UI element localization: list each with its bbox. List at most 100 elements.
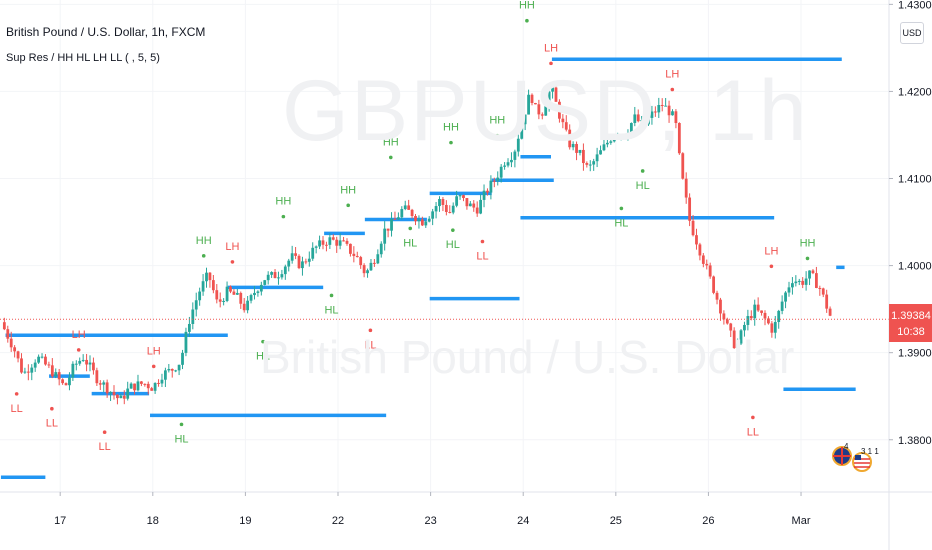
candle-body — [229, 286, 232, 292]
candle-body — [102, 382, 106, 385]
candle-body — [396, 217, 400, 220]
candle-body — [407, 205, 411, 210]
chart-title[interactable]: British Pound / U.S. Dollar, 1h, FXCM — [6, 25, 206, 39]
candle-body — [767, 318, 770, 324]
candle-body — [266, 274, 270, 281]
candle-body — [715, 292, 719, 300]
candle-body — [256, 291, 260, 293]
candle-body — [390, 218, 393, 231]
candle-body — [249, 295, 253, 301]
candle-body — [791, 283, 794, 288]
candle-body — [821, 288, 825, 295]
candle-body — [92, 362, 95, 371]
candle-body — [283, 266, 287, 275]
candle-body — [623, 134, 626, 139]
pivot-label: LH — [72, 329, 86, 341]
price-tag: 1.39384 10:38 — [889, 304, 932, 342]
pivot-label: LH — [665, 69, 679, 81]
price-axis[interactable]: 1.43000 1.42000 1.41000 1.40000 1.39000 1.380… — [889, 0, 932, 447]
candle-body — [383, 228, 387, 244]
candle-body — [321, 240, 325, 245]
pivot-label: LH — [147, 345, 161, 357]
candle-body — [2, 322, 6, 330]
pivot-label: LL — [364, 339, 376, 351]
candle-body — [270, 272, 274, 275]
pivot-marker — [230, 260, 235, 264]
candle-body — [194, 300, 198, 310]
candle-body — [482, 190, 486, 200]
pivot-marker — [451, 228, 455, 232]
candle-body — [804, 278, 808, 285]
candle-body — [311, 247, 315, 259]
candle-body — [307, 258, 311, 262]
pivot-label: HH — [196, 235, 212, 247]
candle-body — [420, 219, 424, 226]
candle-body — [667, 105, 671, 116]
candle-body — [242, 303, 246, 311]
candle-body — [612, 135, 616, 142]
pivot-label: HH — [489, 115, 505, 127]
y-tick-label: 1.43000 — [898, 0, 932, 11]
candle-body — [54, 372, 58, 377]
candle-body — [534, 102, 537, 105]
indicator-label[interactable]: Sup Res / HH HL LH LL ( , 5, 5) — [6, 52, 160, 64]
candle-body — [393, 218, 397, 220]
x-tick-label: 23 — [424, 515, 436, 527]
candle-body — [359, 257, 363, 266]
candle-body — [472, 203, 476, 208]
candle-body — [177, 364, 181, 371]
candle-body — [246, 300, 250, 311]
pivot-marker — [449, 140, 453, 145]
candle-body — [794, 281, 798, 284]
candle-body — [287, 260, 291, 267]
candle-body — [109, 391, 112, 394]
candle-body — [712, 276, 716, 293]
candle-body — [719, 299, 722, 314]
candle-body — [304, 261, 308, 263]
time-axis[interactable]: 17 18 19 22 23 24 25 26 Mar — [54, 492, 811, 527]
event-badges[interactable]: 4 3 1 1 — [832, 442, 879, 472]
pivot-label: HH — [443, 122, 459, 134]
candle-body — [582, 149, 585, 164]
candle-body — [116, 395, 119, 399]
candle-body — [451, 205, 455, 213]
candle-body — [150, 388, 154, 391]
candle-body — [684, 178, 688, 198]
candle-body — [653, 111, 657, 113]
candle-body — [6, 329, 10, 339]
pivot-label: LL — [747, 426, 759, 438]
candle-body — [797, 280, 801, 282]
candle-body — [643, 120, 647, 125]
candle-body — [136, 381, 140, 391]
candle-body — [657, 104, 661, 113]
candle-body — [50, 365, 54, 377]
candle-body — [520, 124, 524, 139]
x-tick-label: Mar — [792, 515, 811, 527]
pivot-marker — [805, 256, 810, 261]
x-tick-label: 24 — [517, 515, 529, 527]
candle-body — [708, 265, 712, 277]
candle-body — [362, 265, 366, 274]
candle-body — [342, 240, 345, 242]
candle-body — [263, 280, 267, 285]
candle-body — [369, 262, 373, 271]
pivot-marker — [50, 406, 54, 411]
candle-body — [153, 382, 157, 391]
pivot-label: HL — [324, 304, 338, 316]
candle-body — [338, 240, 342, 246]
pivot-marker — [368, 328, 373, 333]
candle-body — [499, 166, 503, 178]
candle-body — [640, 120, 644, 122]
candle-body — [122, 395, 126, 399]
candle-body — [253, 292, 256, 296]
currency-button[interactable]: USD — [900, 22, 924, 44]
candle-body — [701, 255, 705, 264]
pivot-marker — [329, 293, 334, 298]
candle-body — [16, 351, 20, 359]
candle-body — [386, 228, 390, 231]
pivot-marker — [670, 87, 675, 92]
candle-body — [585, 163, 589, 165]
candle-body — [33, 362, 37, 368]
pivot-label: HH — [383, 136, 399, 148]
